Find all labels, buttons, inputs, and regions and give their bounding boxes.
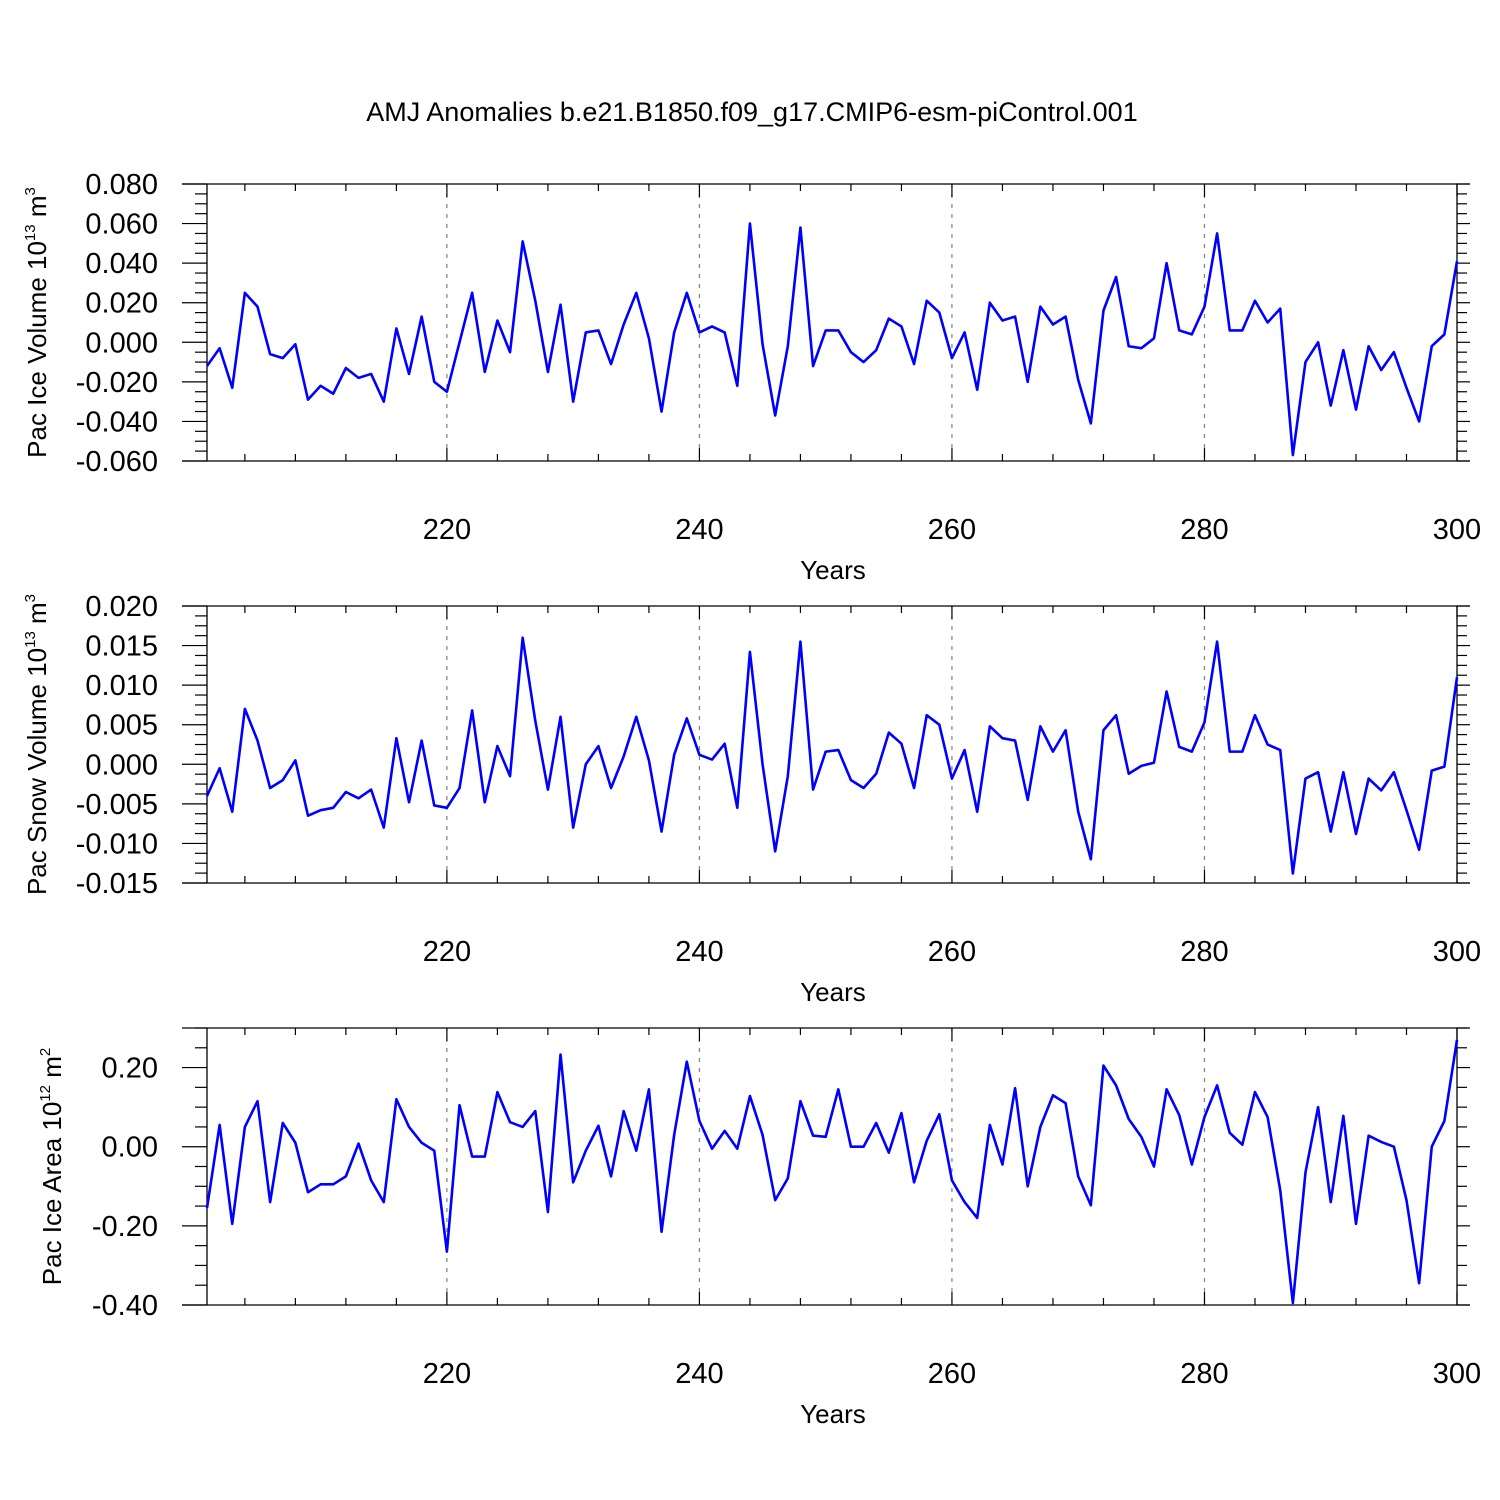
y-tick-label: -0.005: [76, 789, 158, 821]
panel-3: -0.40 -0.20 0.00 0.20 220 240 260 280 300 Years Pa…: [37, 1027, 1481, 1429]
x-axis-label: Years: [800, 555, 866, 585]
x-tick-label: 260: [928, 1358, 976, 1390]
y-axis-label: Pac Snow Volume 1013 m3: [22, 594, 52, 895]
y-tick-label: 0.080: [85, 169, 158, 201]
y-tick-label: -0.015: [76, 868, 158, 900]
y-tick-label: 0.020: [85, 288, 158, 320]
x-tick-label: 280: [1180, 514, 1228, 546]
y-tick-label: 0.040: [85, 248, 158, 280]
y-tick-label: 0.20: [102, 1053, 158, 1085]
y-tick-label: 0.015: [85, 631, 158, 663]
y-axis-label: Pac Ice Volume 1013 m3: [22, 187, 52, 458]
series-line: [205, 636, 1459, 875]
x-tick-label: 220: [423, 936, 471, 968]
series-line: [205, 1039, 1459, 1305]
y-tick-label: -0.010: [76, 828, 158, 860]
y-tick-label: 0.000: [85, 749, 158, 781]
y-tick-label: 0.00: [102, 1132, 158, 1164]
x-tick-label: 260: [928, 514, 976, 546]
x-tick-label: 280: [1180, 936, 1228, 968]
x-axis-label: Years: [800, 977, 866, 1007]
y-axis-label: Pac Ice Area 1012 m2: [37, 1048, 67, 1285]
y-tick-label: -0.40: [92, 1290, 158, 1322]
x-tick-label: 300: [1433, 514, 1481, 546]
y-tick-label: 0.005: [85, 710, 158, 742]
x-tick-label: 300: [1433, 1358, 1481, 1390]
y-tick-label: -0.060: [76, 446, 158, 478]
x-tick-label: 240: [675, 514, 723, 546]
y-tick-label: -0.20: [92, 1211, 158, 1243]
x-tick-label: 240: [675, 1358, 723, 1390]
series-line: [205, 222, 1459, 457]
x-tick-label: 300: [1433, 936, 1481, 968]
y-tick-label: -0.020: [76, 367, 158, 399]
x-tick-label: 220: [423, 514, 471, 546]
x-tick-label: 280: [1180, 1358, 1228, 1390]
x-axis-label: Years: [800, 1399, 866, 1429]
y-tick-label: 0.010: [85, 670, 158, 702]
chart-title: AMJ Anomalies b.e21.B1850.f09_g17.CMIP6-…: [366, 97, 1137, 127]
x-tick-label: 220: [423, 1358, 471, 1390]
y-tick-label: 0.020: [85, 591, 158, 623]
panel-2: -0.015 -0.010 -0.005 0.000 0.005 0.010 0.015 0.…: [22, 591, 1481, 1007]
x-tick-label: 240: [675, 936, 723, 968]
x-tick-label: 260: [928, 936, 976, 968]
panel-1: -0.060 -0.040 -0.020 0.000 0.020 0.040 0.060 0.…: [22, 169, 1481, 585]
y-tick-label: -0.040: [76, 406, 158, 438]
y-tick-label: 0.060: [85, 209, 158, 241]
y-tick-label: 0.000: [85, 327, 158, 359]
